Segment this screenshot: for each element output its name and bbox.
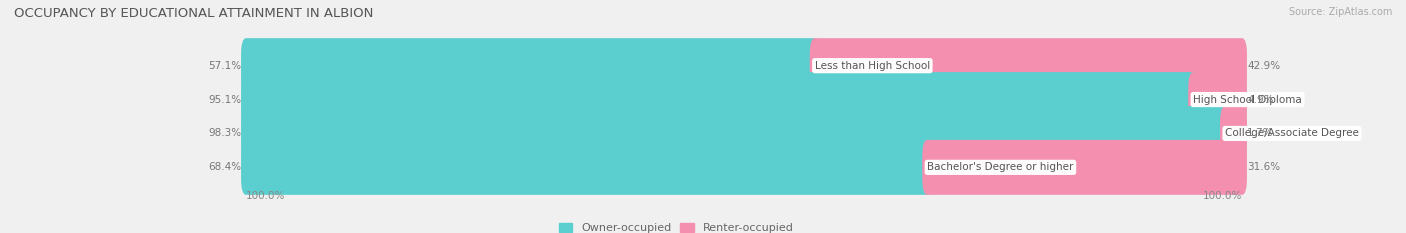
FancyBboxPatch shape bbox=[240, 140, 1247, 195]
Text: 42.9%: 42.9% bbox=[1247, 61, 1279, 71]
Legend: Owner-occupied, Renter-occupied: Owner-occupied, Renter-occupied bbox=[560, 223, 793, 233]
Text: Less than High School: Less than High School bbox=[814, 61, 929, 71]
Text: 98.3%: 98.3% bbox=[208, 128, 240, 138]
Text: Source: ZipAtlas.com: Source: ZipAtlas.com bbox=[1288, 7, 1392, 17]
Text: 57.1%: 57.1% bbox=[208, 61, 240, 71]
Text: 68.4%: 68.4% bbox=[208, 162, 240, 172]
Text: 4.9%: 4.9% bbox=[1247, 95, 1274, 105]
FancyBboxPatch shape bbox=[240, 72, 1247, 127]
Text: 95.1%: 95.1% bbox=[208, 95, 240, 105]
Text: 100.0%: 100.0% bbox=[246, 191, 285, 201]
Text: 1.7%: 1.7% bbox=[1247, 128, 1274, 138]
FancyBboxPatch shape bbox=[240, 72, 1198, 127]
FancyBboxPatch shape bbox=[240, 106, 1230, 161]
Text: College/Associate Degree: College/Associate Degree bbox=[1225, 128, 1360, 138]
FancyBboxPatch shape bbox=[1188, 72, 1247, 127]
FancyBboxPatch shape bbox=[1220, 106, 1247, 161]
FancyBboxPatch shape bbox=[240, 38, 820, 93]
Text: High School Diploma: High School Diploma bbox=[1194, 95, 1302, 105]
FancyBboxPatch shape bbox=[922, 140, 1247, 195]
Text: 31.6%: 31.6% bbox=[1247, 162, 1279, 172]
Text: OCCUPANCY BY EDUCATIONAL ATTAINMENT IN ALBION: OCCUPANCY BY EDUCATIONAL ATTAINMENT IN A… bbox=[14, 7, 374, 20]
FancyBboxPatch shape bbox=[240, 38, 1247, 93]
Text: Bachelor's Degree or higher: Bachelor's Degree or higher bbox=[928, 162, 1074, 172]
FancyBboxPatch shape bbox=[240, 140, 932, 195]
FancyBboxPatch shape bbox=[240, 106, 1247, 161]
Text: 100.0%: 100.0% bbox=[1202, 191, 1241, 201]
FancyBboxPatch shape bbox=[810, 38, 1247, 93]
